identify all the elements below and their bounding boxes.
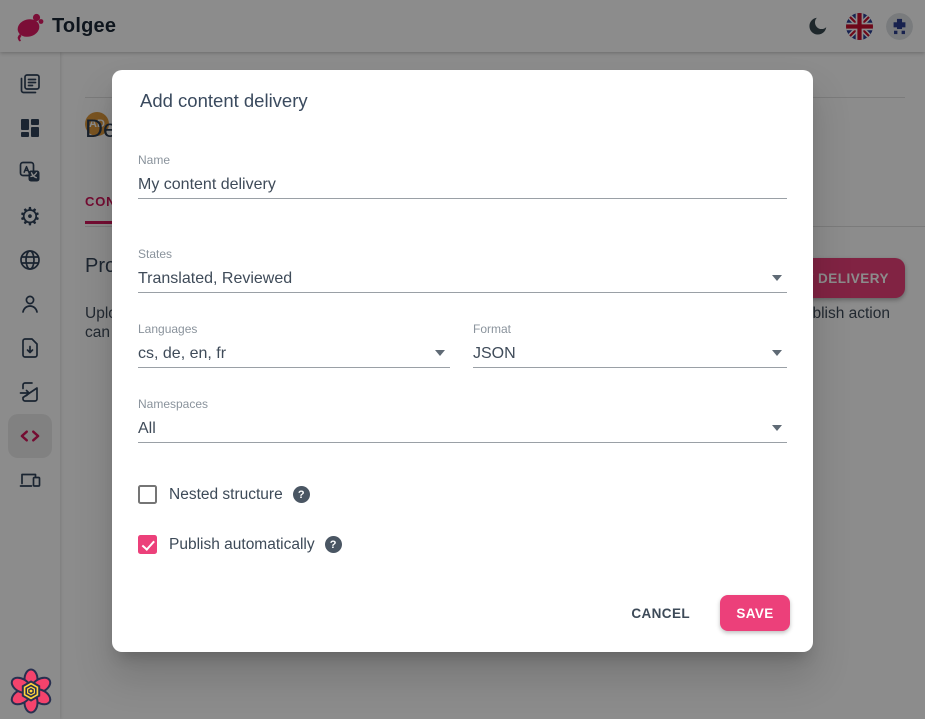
tolgee-mascot-button[interactable] (7, 667, 55, 715)
name-field[interactable]: Name My content delivery (138, 153, 787, 199)
format-label: Format (473, 322, 512, 336)
nested-structure-row: Nested structure (138, 485, 310, 504)
projects-icon (20, 74, 40, 94)
states-value: Translated, Reviewed (138, 270, 293, 287)
namespaces-value: All (138, 420, 156, 437)
publish-automatically-label: Publish automatically (169, 535, 315, 553)
code-icon (20, 430, 40, 442)
brand-name: Tolgee (52, 14, 117, 37)
chevron-down-icon (772, 275, 782, 281)
avatar-identicon-icon (886, 12, 913, 40)
dark-mode-toggle[interactable] (804, 12, 832, 40)
sidebar-nav: ⚙ (0, 52, 60, 719)
gear-icon: ⚙ (18, 201, 42, 231)
help-icon[interactable] (324, 536, 342, 553)
languages-label: Languages (138, 322, 198, 336)
name-label: Name (138, 153, 171, 167)
publish-automatically-checkbox[interactable] (138, 535, 157, 554)
format-select[interactable]: Format JSON (473, 322, 787, 368)
translate-icon (19, 161, 40, 182)
namespaces-label: Namespaces (138, 397, 209, 411)
states-select[interactable]: States Translated, Reviewed (138, 247, 787, 293)
sidebar-item-members[interactable] (8, 282, 52, 326)
language-selector[interactable] (845, 12, 873, 40)
dialog-title: Add content delivery (140, 90, 308, 111)
user-avatar[interactable] (886, 12, 913, 40)
cancel-button[interactable]: CANCEL (623, 596, 698, 631)
namespaces-select[interactable]: Namespaces All (138, 397, 787, 443)
save-button[interactable]: SAVE (720, 595, 790, 631)
file-download-icon (22, 338, 38, 358)
uk-flag-icon (845, 12, 873, 40)
chevron-down-icon (435, 350, 445, 356)
moon-icon (809, 17, 827, 35)
languages-value: cs, de, en, fr (138, 345, 227, 362)
sidebar-item-export[interactable] (8, 326, 52, 370)
chevron-down-icon (772, 425, 782, 431)
sidebar-item-import[interactable] (8, 370, 52, 414)
format-value: JSON (473, 345, 516, 362)
dashboard-icon (21, 119, 39, 137)
person-icon (22, 295, 38, 313)
sidebar-item-developer-settings[interactable] (8, 414, 52, 458)
chevron-down-icon (772, 350, 782, 356)
nested-structure-label: Nested structure (169, 485, 283, 503)
languages-select[interactable]: Languages cs, de, en, fr (138, 322, 450, 368)
devices-icon (19, 473, 41, 487)
tolgee-mouse-icon (17, 13, 44, 42)
sidebar-item-dashboard[interactable] (8, 106, 52, 150)
sidebar-item-languages[interactable] (8, 238, 52, 282)
sidebar-item-integrate[interactable] (8, 458, 52, 502)
help-icon[interactable] (292, 486, 310, 503)
sidebar-item-projects[interactable] (8, 62, 52, 106)
breadcrumb-avatar[interactable]: AD (85, 112, 109, 136)
name-input[interactable]: My content delivery (138, 176, 276, 193)
flower-mascot-icon (10, 668, 52, 714)
states-label: States (138, 247, 173, 261)
globe-icon (20, 250, 40, 270)
publish-automatically-row: Publish automatically (138, 535, 342, 554)
top-app-bar: Tolgee (0, 0, 925, 52)
sidebar-item-settings[interactable]: ⚙ (8, 194, 52, 238)
tolgee-logo[interactable]: Tolgee (0, 10, 116, 42)
file-import-icon (19, 382, 38, 402)
add-content-delivery-dialog: Add content delivery Name My content del… (112, 70, 813, 652)
nested-structure-checkbox[interactable] (138, 485, 157, 504)
sidebar-item-translations[interactable] (8, 150, 52, 194)
